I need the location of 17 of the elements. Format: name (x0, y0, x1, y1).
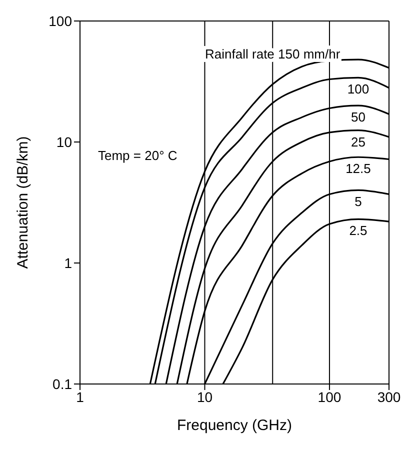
x-tick-label: 300 (377, 388, 401, 405)
x-axis-title: Frequency (GHz) (176, 417, 292, 434)
y-tick-label: 0.1 (52, 376, 72, 392)
series-label: 100 (347, 82, 370, 97)
y-tick-label: 100 (48, 12, 72, 29)
x-tick-label: 1 (76, 388, 84, 405)
series-label: 12.5 (346, 161, 371, 176)
y-tick-label: 10 (56, 134, 72, 150)
annotation: Temp = 20° C (96, 148, 180, 163)
series-label: 5 (354, 194, 362, 210)
x-tick-label: 100 (318, 388, 342, 405)
series-label: 50 (350, 110, 366, 125)
y-tick-label: 1 (64, 254, 72, 271)
series-label: 2.5 (349, 223, 368, 238)
series-label: 25 (350, 134, 366, 150)
y-axis-title: Attenuation (dB/km) (14, 136, 32, 269)
x-tick-label: 10 (196, 388, 213, 405)
